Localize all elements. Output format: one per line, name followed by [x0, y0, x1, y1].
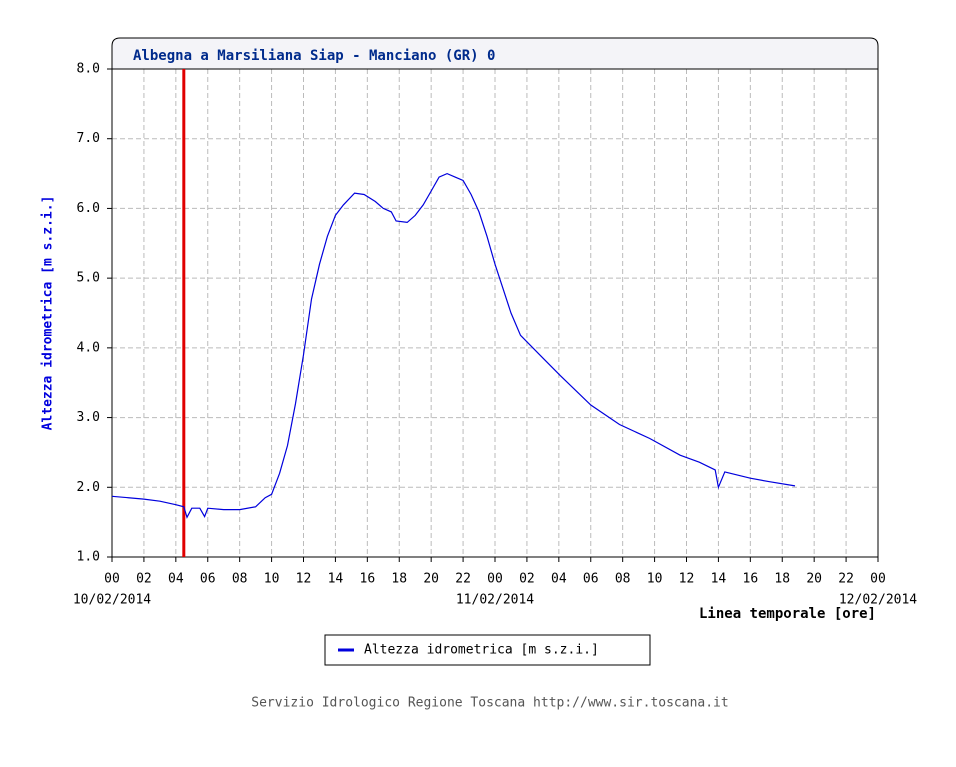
x-tick-label: 04	[168, 572, 184, 587]
x-tick-label: 16	[743, 572, 759, 587]
x-tick-label: 12	[296, 572, 312, 587]
y-tick-label: 4.0	[77, 340, 100, 355]
x-tick-label: 10	[264, 572, 280, 587]
x-tick-label: 16	[360, 572, 376, 587]
x-tick-label: 00	[487, 572, 503, 587]
y-tick-label: 8.0	[77, 62, 100, 77]
x-tick-label: 14	[711, 572, 727, 587]
x-tick-label: 06	[200, 572, 216, 587]
x-tick-label: 08	[232, 572, 248, 587]
y-tick-label: 5.0	[77, 271, 100, 286]
x-date-label: 11/02/2014	[456, 593, 534, 608]
x-tick-label: 04	[551, 572, 567, 587]
x-tick-label: 20	[423, 572, 439, 587]
x-tick-label: 12	[679, 572, 695, 587]
x-tick-label: 22	[455, 572, 471, 587]
x-axis-label: Linea temporale [ore]	[699, 606, 876, 622]
y-tick-label: 6.0	[77, 201, 100, 216]
chart-title: Albegna a Marsiliana Siap - Manciano (GR…	[133, 48, 495, 64]
x-tick-label: 14	[328, 572, 344, 587]
x-tick-label: 10	[647, 572, 663, 587]
x-date-label: 12/02/2014	[839, 593, 917, 608]
y-tick-label: 3.0	[77, 410, 100, 425]
y-tick-label: 2.0	[77, 480, 100, 495]
x-tick-label: 22	[838, 572, 854, 587]
title-box	[111, 37, 879, 70]
x-tick-label: 00	[870, 572, 886, 587]
y-tick-label: 1.0	[77, 550, 100, 565]
legend-box	[324, 634, 651, 666]
x-tick-label: 02	[519, 572, 535, 587]
x-tick-label: 18	[774, 572, 790, 587]
data-line	[111, 172, 796, 519]
x-tick-label: 08	[615, 572, 631, 587]
x-tick-label: 20	[806, 572, 822, 587]
x-tick-label: 00	[104, 572, 120, 587]
x-tick-label: 18	[391, 572, 407, 587]
plot-frame	[111, 68, 879, 558]
x-tick-label: 02	[136, 572, 152, 587]
x-tick-label: 06	[583, 572, 599, 587]
footer: Servizio Idrologico Regione Toscana http…	[251, 696, 728, 711]
y-tick-label: 7.0	[77, 131, 100, 146]
legend-label: Altezza idrometrica [m s.z.i.]	[364, 643, 599, 658]
y-axis-label: Altezza idrometrica [m s.z.i.]	[41, 196, 56, 431]
x-date-label: 10/02/2014	[73, 593, 151, 608]
